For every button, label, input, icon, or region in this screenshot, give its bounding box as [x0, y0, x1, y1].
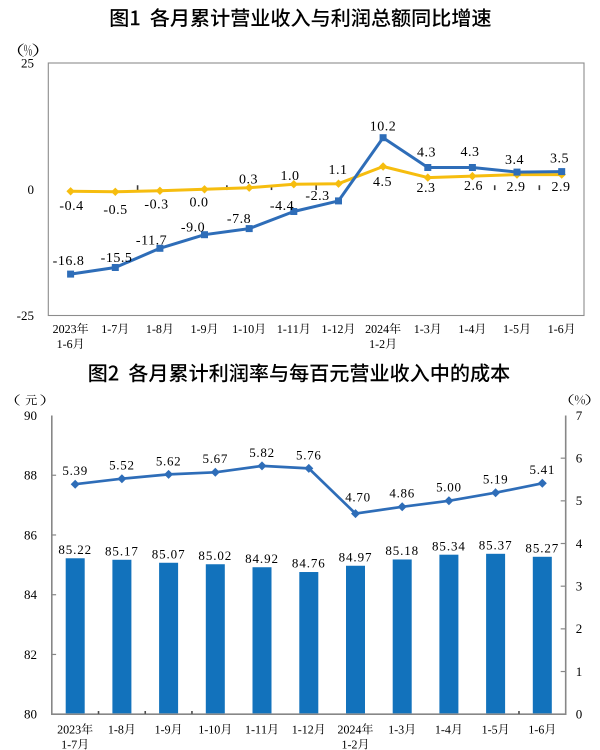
svg-text:-4.4: -4.4	[270, 199, 294, 214]
svg-text:4.70: 4.70	[345, 490, 371, 505]
svg-text:80: 80	[24, 707, 37, 722]
svg-text:5.39: 5.39	[62, 463, 88, 478]
svg-text:5.41: 5.41	[530, 462, 556, 477]
svg-text:2: 2	[576, 621, 583, 636]
svg-text:85.22: 85.22	[58, 542, 92, 557]
svg-text:85.07: 85.07	[152, 547, 186, 562]
svg-text:5.00: 5.00	[436, 480, 462, 495]
svg-text:85.02: 85.02	[198, 548, 232, 563]
svg-text:82: 82	[24, 647, 37, 662]
svg-text:4.3: 4.3	[461, 145, 480, 160]
svg-text:-2.3: -2.3	[305, 189, 329, 204]
svg-text:4.3: 4.3	[417, 146, 436, 161]
svg-text:-16.8: -16.8	[53, 254, 85, 269]
svg-text:5.76: 5.76	[296, 447, 322, 462]
svg-text:-15.5: -15.5	[101, 251, 133, 266]
svg-text:2.6: 2.6	[464, 179, 483, 194]
svg-text:-0.3: -0.3	[144, 198, 168, 213]
svg-text:85.18: 85.18	[385, 543, 419, 558]
svg-text:2.3: 2.3	[417, 181, 436, 196]
svg-text:90: 90	[24, 408, 37, 423]
svg-text:5.62: 5.62	[156, 453, 182, 468]
svg-text:5.67: 5.67	[203, 451, 229, 466]
svg-text:1.1: 1.1	[329, 163, 348, 178]
svg-text:-25: -25	[17, 308, 34, 323]
svg-text:5: 5	[576, 493, 583, 508]
svg-text:5.82: 5.82	[249, 445, 275, 460]
svg-text:25: 25	[21, 56, 34, 71]
svg-text:3.5: 3.5	[550, 152, 569, 167]
svg-text:84.92: 84.92	[245, 551, 279, 566]
svg-text:-0.5: -0.5	[103, 203, 127, 218]
svg-text:-11.7: -11.7	[136, 234, 167, 249]
svg-text:85.17: 85.17	[105, 544, 139, 559]
svg-text:4.5: 4.5	[373, 175, 392, 190]
svg-text:3.4: 3.4	[505, 153, 524, 168]
svg-text:88: 88	[24, 468, 37, 483]
svg-text:0: 0	[576, 707, 583, 722]
svg-text:1.0: 1.0	[281, 169, 300, 184]
svg-text:84.97: 84.97	[339, 549, 373, 564]
svg-text:84.76: 84.76	[292, 556, 326, 571]
svg-text:-9.0: -9.0	[181, 221, 205, 236]
svg-text:85.27: 85.27	[525, 541, 559, 556]
svg-text:3: 3	[576, 579, 583, 594]
svg-text:7: 7	[576, 408, 583, 423]
svg-text:6: 6	[576, 451, 583, 466]
svg-text:-7.8: -7.8	[227, 212, 251, 227]
svg-text:86: 86	[24, 527, 38, 542]
svg-text:10.2: 10.2	[370, 120, 397, 135]
svg-text:2.9: 2.9	[552, 180, 571, 195]
svg-text:84: 84	[24, 587, 38, 602]
svg-text:2.9: 2.9	[507, 180, 526, 195]
svg-text:1: 1	[576, 664, 583, 679]
svg-text:4.86: 4.86	[389, 486, 415, 501]
svg-text:-0.4: -0.4	[59, 199, 83, 214]
svg-text:5.52: 5.52	[109, 458, 135, 473]
svg-text:85.37: 85.37	[479, 538, 513, 553]
svg-text:0.0: 0.0	[190, 195, 209, 210]
svg-text:5.19: 5.19	[483, 472, 509, 487]
svg-text:4: 4	[576, 536, 583, 551]
svg-text:0: 0	[28, 182, 35, 197]
svg-text:0.3: 0.3	[239, 173, 258, 188]
svg-text:85.34: 85.34	[432, 538, 466, 553]
